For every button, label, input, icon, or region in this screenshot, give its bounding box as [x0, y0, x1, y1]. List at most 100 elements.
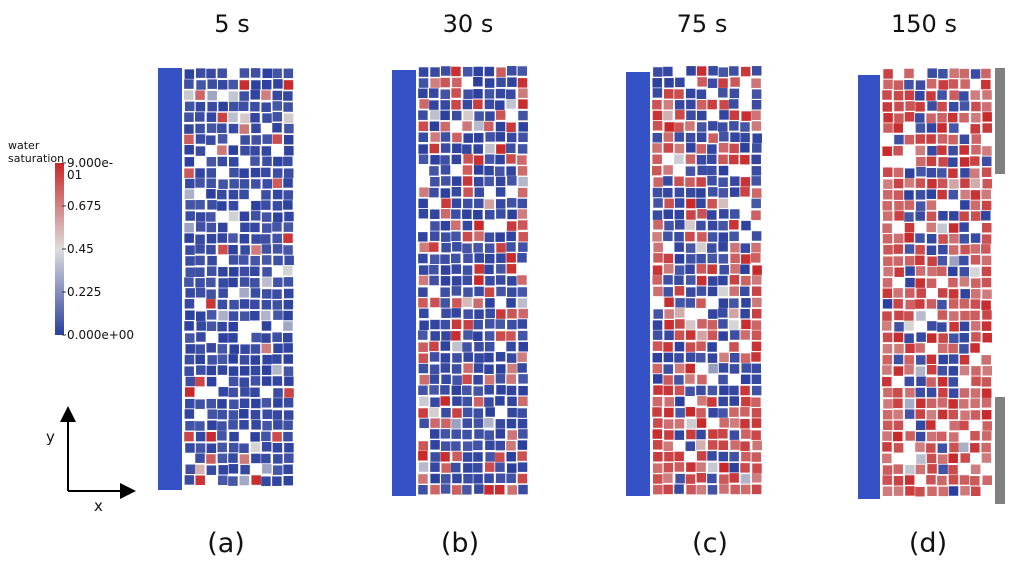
grain: [696, 66, 707, 76]
grain: [686, 99, 696, 110]
grain: [937, 123, 947, 133]
grain: [272, 178, 283, 188]
grain: [970, 156, 980, 166]
grain: [283, 233, 293, 243]
grain: [185, 420, 195, 431]
grain: [429, 166, 439, 176]
grain: [239, 211, 250, 222]
grain: [948, 377, 959, 387]
grain: [440, 429, 451, 439]
grain: [272, 244, 283, 254]
grain: [440, 265, 451, 275]
grain: [663, 375, 673, 385]
grain: [228, 277, 238, 288]
grain: [261, 146, 272, 156]
grain: [696, 341, 706, 351]
grain: [206, 189, 216, 199]
grain: [484, 352, 494, 363]
grain: [904, 244, 915, 254]
grain: [915, 123, 926, 133]
grain: [206, 68, 216, 79]
grain: [441, 308, 451, 319]
grain: [507, 176, 517, 186]
grain: [883, 399, 893, 409]
grain: [926, 245, 937, 255]
grain: [496, 67, 506, 77]
grain: [696, 473, 707, 483]
grain: [937, 266, 947, 277]
grain: [893, 123, 903, 133]
grain: [959, 344, 969, 354]
grain: [261, 476, 271, 486]
grain: [882, 146, 892, 156]
grain: [441, 176, 451, 186]
grain: [982, 156, 992, 167]
grain: [228, 376, 239, 387]
grain: [697, 110, 707, 121]
grain: [228, 476, 238, 486]
grain: [719, 462, 729, 473]
grain: [674, 385, 685, 396]
grain: [937, 409, 948, 420]
grain: [718, 440, 729, 450]
grain: [937, 255, 948, 266]
grain: [217, 344, 228, 354]
grain: [451, 187, 462, 197]
grain: [495, 374, 506, 384]
grain: [718, 298, 729, 308]
grain: [440, 319, 451, 330]
grain: [663, 253, 674, 264]
grain: [474, 111, 484, 121]
grain: [905, 486, 915, 496]
grain: [284, 388, 294, 398]
grain: [473, 298, 483, 308]
grain: [926, 453, 937, 464]
grain: [971, 211, 981, 221]
grain: [882, 431, 892, 441]
grain: [283, 343, 293, 353]
grain: [463, 309, 473, 319]
grain: [674, 198, 685, 208]
grain: [751, 385, 762, 396]
grain: [959, 134, 970, 145]
grain: [283, 321, 293, 331]
grain: [741, 363, 751, 373]
grain: [195, 255, 205, 266]
grain: [696, 418, 707, 428]
grain: [959, 101, 970, 111]
grain: [419, 187, 429, 197]
grain: [418, 88, 428, 99]
grain: [518, 176, 528, 187]
grain: [894, 101, 904, 112]
grain: [451, 176, 462, 186]
grain: [663, 441, 673, 451]
grain: [217, 421, 227, 431]
grain: [495, 462, 505, 472]
grain: [451, 441, 461, 451]
grain: [949, 432, 959, 442]
grain: [927, 486, 937, 497]
grain: [915, 266, 926, 276]
grain: [273, 156, 283, 167]
grain: [473, 243, 483, 253]
grain: [740, 264, 750, 274]
grain: [718, 242, 728, 252]
grain: [926, 113, 936, 123]
grain: [685, 298, 696, 308]
time-label-a: 5 s: [214, 10, 250, 38]
grain: [462, 231, 473, 242]
grain: [283, 398, 294, 408]
grain: [506, 473, 516, 484]
grain: [184, 366, 194, 376]
grain: [696, 462, 706, 472]
grain: [430, 462, 440, 472]
grain: [948, 168, 958, 178]
grain: [982, 222, 992, 233]
grain: [948, 134, 958, 145]
grain: [926, 222, 936, 233]
grain: [664, 319, 674, 330]
grain: [937, 112, 947, 123]
grain: [675, 473, 685, 484]
grain: [883, 189, 893, 200]
grain: [440, 341, 451, 351]
